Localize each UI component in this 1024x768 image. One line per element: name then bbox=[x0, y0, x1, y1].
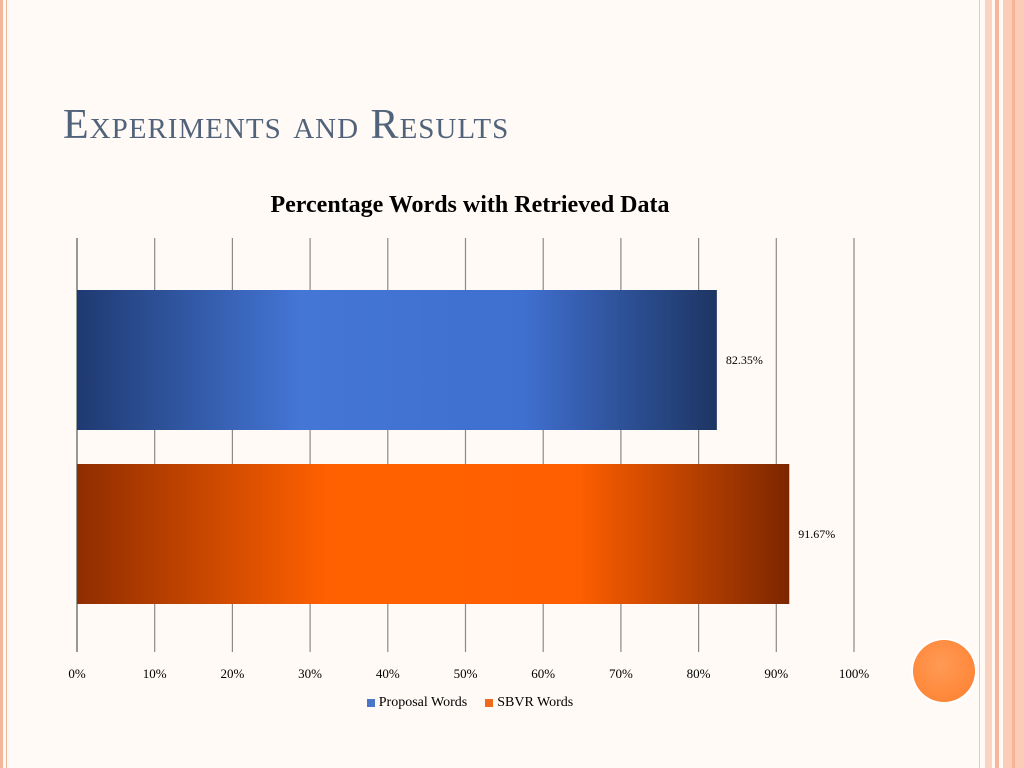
frame-stripe-right bbox=[985, 0, 992, 768]
x-tick-label: 90% bbox=[764, 666, 788, 681]
decorative-orange-circle bbox=[913, 640, 975, 702]
data-label: 82.35% bbox=[726, 353, 763, 367]
bar-sbvr-words bbox=[77, 464, 790, 604]
data-label: 91.67% bbox=[798, 527, 835, 541]
legend-item-sbvr: SBVR Words bbox=[485, 695, 573, 711]
x-axis-ticks: 0% 10% 20% 30% 40% 50% 60% 70% 80% 90% 100% bbox=[68, 666, 869, 681]
legend-swatch-sbvr bbox=[485, 699, 494, 707]
x-tick-label: 70% bbox=[609, 666, 633, 681]
legend-label-sbvr: SBVR Words bbox=[497, 695, 574, 710]
frame-stripe-left-thin bbox=[6, 0, 7, 768]
legend-swatch-proposal bbox=[366, 699, 375, 707]
x-tick-label: 0% bbox=[68, 666, 86, 681]
bars bbox=[77, 290, 790, 604]
x-tick-label: 60% bbox=[531, 666, 555, 681]
x-tick-label: 30% bbox=[298, 666, 322, 681]
legend-item-proposal: Proposal Words bbox=[366, 695, 468, 711]
bar-proposal-words bbox=[77, 290, 717, 430]
chart-title: Percentage Words with Retrieved Data bbox=[270, 192, 670, 218]
frame-stripe-right-thin bbox=[979, 0, 980, 768]
x-tick-label: 40% bbox=[376, 666, 400, 681]
x-tick-label: 100% bbox=[839, 666, 870, 681]
x-tick-label: 10% bbox=[143, 666, 167, 681]
data-labels: 82.35% 91.67% bbox=[726, 353, 835, 541]
slide-title: Experiments and Results bbox=[63, 102, 510, 148]
x-tick-label: 50% bbox=[454, 666, 478, 681]
frame-stripe-left bbox=[0, 0, 3, 768]
legend-label-proposal: Proposal Words bbox=[378, 695, 468, 710]
frame-stripe-right-inner bbox=[1012, 0, 1015, 768]
legend: Proposal Words SBVR Words bbox=[0, 695, 940, 711]
frame-stripe-right-accent bbox=[995, 0, 999, 768]
x-tick-label: 20% bbox=[220, 666, 244, 681]
x-tick-label: 80% bbox=[687, 666, 711, 681]
